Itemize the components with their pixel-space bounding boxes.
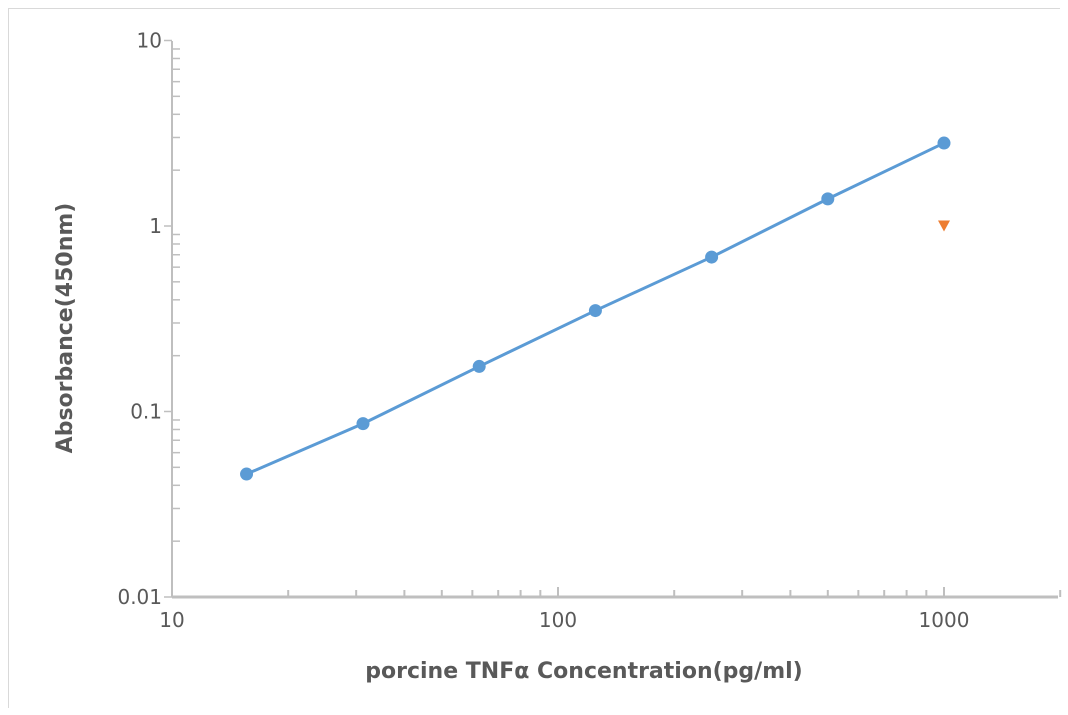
- y-tick-label: 10: [137, 29, 162, 53]
- x-tick-label: 1000: [919, 608, 970, 632]
- x-axis: 10 100 1000: [159, 587, 1062, 632]
- y-axis-title: Absorbance(450nm): [53, 203, 78, 454]
- series-1-point: [821, 192, 835, 206]
- y-axis: 0.01 0.1 1 10: [117, 29, 180, 609]
- y-tick-label: 0.01: [117, 585, 162, 609]
- series-1-point: [937, 136, 951, 150]
- series-1-point: [472, 359, 486, 373]
- plot-area: [240, 136, 951, 481]
- chart-frame: [8, 8, 1060, 708]
- y-tick-label: 0.1: [130, 400, 162, 424]
- series-2-point: [938, 220, 950, 232]
- x-tick-label: 100: [539, 608, 577, 632]
- x-axis-title: porcine TNFα Concentration(pg/ml): [365, 659, 802, 684]
- x-tick-label: 10: [159, 608, 184, 632]
- series-1-point: [356, 417, 370, 431]
- series-1-point: [705, 250, 719, 264]
- y-tick-label: 1: [149, 214, 162, 238]
- series-1-point: [588, 304, 602, 318]
- series-1-point: [240, 467, 254, 481]
